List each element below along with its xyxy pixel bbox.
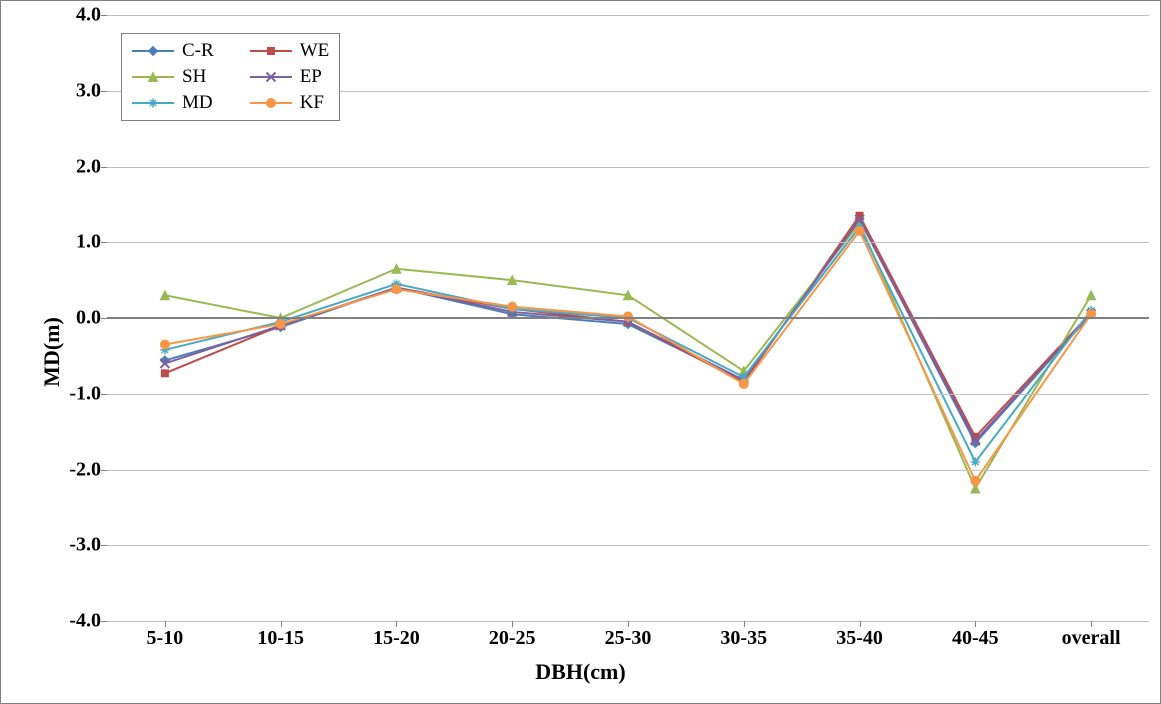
legend-item-MD: MD bbox=[132, 92, 214, 114]
legend-label: WE bbox=[300, 40, 330, 62]
legend-swatch bbox=[250, 95, 292, 111]
series-line-SH bbox=[165, 223, 1091, 488]
x-tick-label: 35-40 bbox=[836, 621, 883, 650]
gridline bbox=[107, 242, 1149, 243]
y-tick-label: 3.0 bbox=[76, 79, 107, 102]
gridline bbox=[107, 15, 1149, 16]
series-line-EP bbox=[165, 220, 1091, 441]
series-marker-KF bbox=[971, 476, 980, 485]
gridline bbox=[107, 545, 1149, 546]
y-axis-title: MD(m) bbox=[39, 317, 65, 387]
series-marker-KF bbox=[276, 320, 285, 329]
x-tick-label: 10-15 bbox=[257, 621, 304, 650]
y-tick-label: -1.0 bbox=[69, 382, 107, 405]
legend-item-KF: KF bbox=[250, 92, 330, 114]
x-tick-label: 25-30 bbox=[605, 621, 652, 650]
series-marker-KF bbox=[160, 340, 169, 349]
legend-item-EP: EP bbox=[250, 66, 330, 88]
chart-container: -4.0 -3.0 -2.0 -1.0 0.0 1.0 2.0 3.0 4.0 5-10 10-15… bbox=[0, 0, 1161, 704]
series-marker-SH bbox=[1087, 291, 1096, 300]
legend-swatch bbox=[132, 69, 174, 85]
legend-label: EP bbox=[300, 66, 322, 88]
legend-item-WE: WE bbox=[250, 40, 330, 62]
y-tick-label: 4.0 bbox=[76, 4, 107, 27]
legend-label: KF bbox=[300, 92, 324, 114]
y-tick-label: -2.0 bbox=[69, 458, 107, 481]
series-line-MD bbox=[165, 227, 1091, 462]
legend: C-R WE SH EP MD KF bbox=[121, 33, 340, 121]
legend-label: C-R bbox=[182, 40, 214, 62]
gridline bbox=[107, 470, 1149, 471]
gridline bbox=[107, 317, 1149, 319]
legend-swatch bbox=[250, 43, 292, 59]
series-line-KF bbox=[165, 231, 1091, 481]
series-marker-KF bbox=[508, 302, 517, 311]
y-tick-label: 2.0 bbox=[76, 155, 107, 178]
legend-item-C-R: C-R bbox=[132, 40, 214, 62]
legend-swatch bbox=[250, 69, 292, 85]
y-tick-label: -4.0 bbox=[69, 610, 107, 633]
x-tick-label: 30-35 bbox=[720, 621, 767, 650]
series-marker-WE bbox=[161, 370, 168, 377]
x-tick-label: 20-25 bbox=[489, 621, 536, 650]
series-line-C-R bbox=[165, 219, 1091, 443]
gridline bbox=[107, 394, 1149, 395]
legend-item-SH: SH bbox=[132, 66, 214, 88]
x-axis-title: DBH(cm) bbox=[535, 659, 625, 685]
series-marker-KF bbox=[739, 379, 748, 388]
series-marker-KF bbox=[392, 285, 401, 294]
series-marker-MD bbox=[971, 457, 980, 466]
y-tick-label: -3.0 bbox=[69, 534, 107, 557]
y-tick-label: 1.0 bbox=[76, 231, 107, 254]
x-tick-label: 5-10 bbox=[147, 621, 184, 650]
legend-label: SH bbox=[182, 66, 206, 88]
legend-label: MD bbox=[182, 92, 213, 114]
y-tick-label: 0.0 bbox=[76, 307, 107, 330]
x-tick-label: 40-45 bbox=[952, 621, 999, 650]
legend-swatch bbox=[132, 43, 174, 59]
gridline bbox=[107, 167, 1149, 168]
x-tick-label: overall bbox=[1062, 621, 1121, 650]
series-marker-KF bbox=[855, 226, 864, 235]
x-tick-label: 15-20 bbox=[373, 621, 420, 650]
legend-swatch bbox=[132, 95, 174, 111]
